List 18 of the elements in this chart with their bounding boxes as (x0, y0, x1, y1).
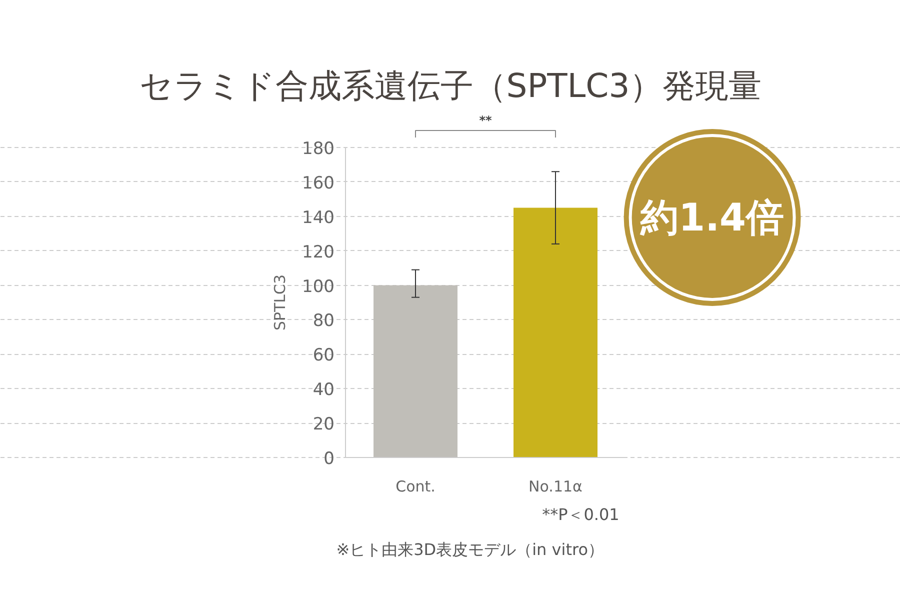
y-tick-label: 0 (324, 449, 335, 469)
y-tick-label: 40 (312, 380, 335, 400)
x-tick-label: No.11α (528, 478, 583, 496)
text: 約1.4倍 (640, 196, 784, 240)
y-tick-label: 160 (302, 173, 335, 194)
y-tick-label: 180 (302, 139, 335, 159)
y-tick-label: 120 (302, 242, 335, 262)
y-tick-label: 140 (302, 208, 335, 228)
y-tick-label: 20 (312, 414, 335, 435)
text: ※ヒト由来3D表皮モデル（in vitro） (336, 540, 604, 559)
y-axis-title: SPTLC3 (271, 274, 290, 331)
text: **P＜0.01 (542, 505, 620, 524)
text: ** (479, 114, 492, 128)
x-tick-label: Cont. (396, 478, 436, 496)
chart-title: セラミド合成系遺伝子（SPTLC3）発現量 (139, 66, 762, 105)
y-tick-label: 60 (312, 346, 335, 366)
y-tick-label: 100 (302, 276, 335, 297)
y-tick-label: 80 (312, 311, 335, 332)
